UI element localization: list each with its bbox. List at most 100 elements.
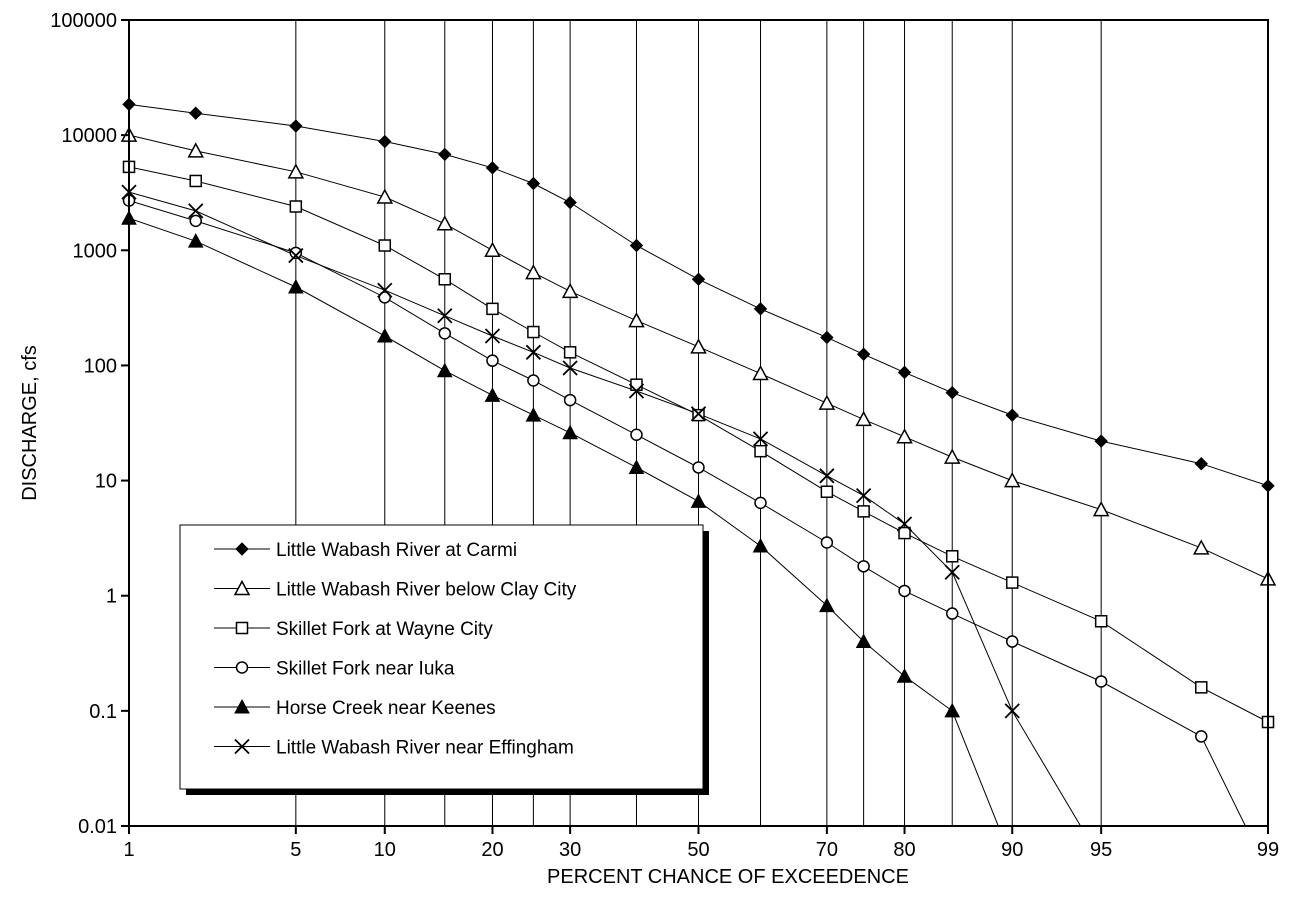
- data-point: [188, 203, 204, 219]
- data-point: [690, 338, 707, 354]
- y-tick-label: 0.1: [89, 701, 117, 723]
- data-point: [1195, 730, 1208, 743]
- x-tick-label: 30: [559, 839, 581, 861]
- legend-marker: [235, 661, 249, 674]
- data-point: [376, 327, 393, 343]
- legend-label: Little Wabash River below Clay City: [276, 580, 577, 601]
- data-point: [855, 487, 872, 504]
- data-point: [187, 142, 204, 158]
- data-point: [525, 264, 542, 280]
- data-point: [289, 200, 303, 213]
- data-point: [944, 564, 960, 580]
- legend-box: [179, 524, 704, 790]
- data-point: [1004, 703, 1020, 719]
- data-point: [438, 273, 452, 286]
- data-point: [692, 408, 705, 422]
- data-point: [855, 633, 872, 649]
- data-point: [896, 668, 913, 683]
- data-point: [855, 410, 872, 427]
- data-point: [525, 344, 542, 360]
- data-point: [753, 302, 768, 316]
- data-point: [287, 163, 305, 179]
- x-tick-label: 50: [687, 839, 709, 861]
- y-tick-label: 10000: [61, 125, 117, 147]
- data-point: [630, 428, 643, 442]
- data-point: [486, 354, 499, 367]
- data-point: [857, 560, 870, 573]
- legend-marker: [235, 542, 249, 556]
- legend: Little Wabash River at Carmi Little Wabas…: [179, 524, 709, 795]
- x-tick-label: 95: [1090, 839, 1112, 861]
- y-tick-label: 10: [95, 471, 117, 493]
- data-point: [485, 161, 500, 175]
- data-point: [691, 272, 706, 286]
- data-point: [376, 188, 394, 204]
- data-point: [1005, 576, 1019, 589]
- legend-marker: [233, 579, 251, 596]
- x-tick-label: 20: [481, 839, 503, 861]
- series-line-5: [129, 217, 999, 826]
- data-point: [945, 607, 959, 620]
- data-point: [856, 347, 871, 361]
- data-point: [289, 119, 303, 133]
- data-point: [526, 176, 541, 191]
- y-tick-label: 100000: [50, 10, 117, 32]
- legend-label: Little Wabash River near Effingham: [276, 738, 574, 759]
- data-point: [945, 550, 959, 563]
- data-point: [819, 597, 835, 613]
- data-point: [1005, 635, 1019, 648]
- data-point: [1195, 681, 1208, 694]
- legend-marker: [234, 698, 250, 714]
- data-point: [187, 233, 204, 248]
- data-point: [1094, 434, 1108, 448]
- data-point: [527, 374, 540, 387]
- data-point: [436, 362, 453, 378]
- data-point: [1094, 675, 1108, 688]
- data-point: [288, 247, 304, 264]
- y-tick-label: 100: [84, 355, 117, 377]
- x-tick-label: 90: [1001, 839, 1023, 861]
- series-markers: [120, 97, 1277, 743]
- data-point: [818, 394, 836, 410]
- data-point: [1193, 539, 1210, 555]
- x-axis-ticks: 1 5 10 20 30 50 70 80 90 95 99: [123, 826, 1279, 861]
- x-tick-label: 80: [893, 839, 915, 861]
- data-point: [563, 195, 577, 210]
- data-point: [898, 526, 911, 540]
- x-tick-label: 5: [290, 839, 301, 861]
- data-point: [189, 174, 202, 188]
- data-point: [189, 214, 202, 228]
- data-point: [896, 428, 913, 444]
- data-point: [1092, 500, 1110, 517]
- data-point: [484, 328, 501, 344]
- data-point: [754, 444, 767, 458]
- data-point: [525, 407, 542, 422]
- data-point: [896, 516, 913, 532]
- data-point: [819, 468, 835, 484]
- data-point: [752, 431, 769, 447]
- legend-marker: [235, 621, 249, 635]
- data-point: [527, 325, 540, 339]
- data-point: [378, 134, 392, 149]
- y-tick-label: 0.01: [78, 816, 117, 838]
- data-point: [1005, 408, 1019, 422]
- data-point: [1094, 615, 1108, 628]
- data-point: [820, 330, 834, 345]
- data-point: [820, 485, 834, 498]
- legend-label: Little Wabash River at Carmi: [276, 540, 517, 561]
- data-point: [628, 383, 645, 399]
- data-point: [484, 241, 501, 258]
- data-point: [189, 106, 203, 120]
- data-point: [690, 406, 707, 422]
- data-point: [944, 702, 961, 718]
- y-axis-ticks: 0.01 0.1 1 10 100 1000 10000 100000: [50, 10, 129, 838]
- data-point: [630, 378, 643, 391]
- data-point: [629, 238, 644, 253]
- data-point: [752, 364, 769, 381]
- legend-marker: [234, 738, 250, 755]
- data-point: [561, 282, 579, 299]
- data-point: [692, 461, 705, 474]
- legend-items: Little Wabash River at Carmi Little Wabas…: [214, 540, 577, 759]
- data-point: [438, 147, 452, 162]
